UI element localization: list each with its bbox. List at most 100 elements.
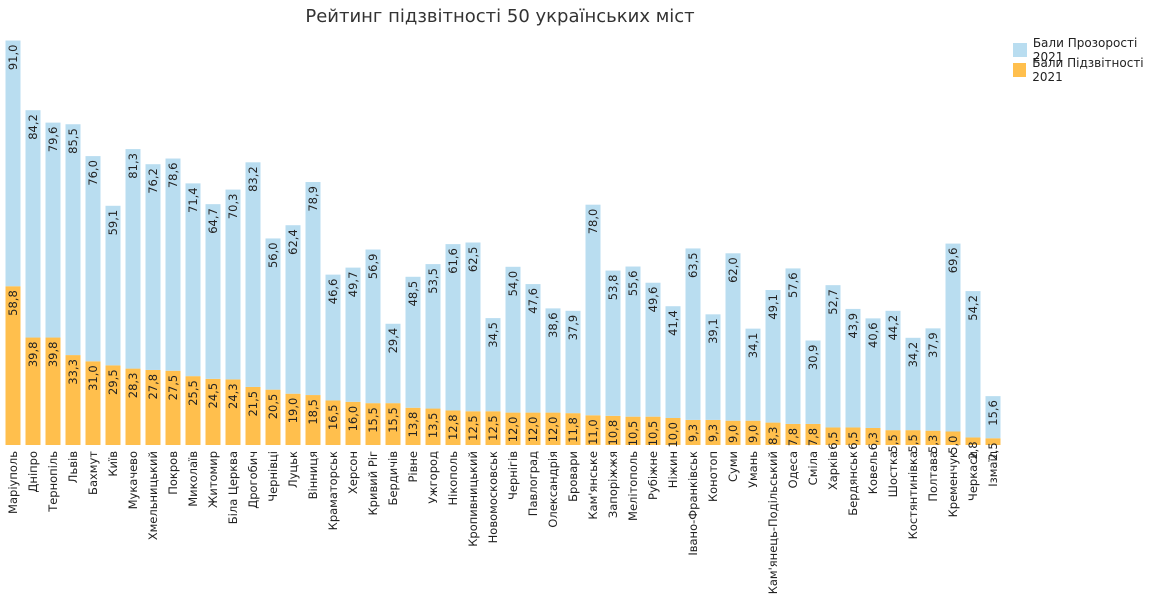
x-tick-label: Ковель <box>866 451 880 494</box>
x-tick-label: Тернопіль <box>46 451 60 513</box>
data-label-transparency: 47,6 <box>526 288 540 314</box>
x-tick-label: Ніжин <box>666 451 680 488</box>
x-tick-label: Новомосковськ <box>486 451 500 543</box>
bar-transparency <box>925 328 941 431</box>
bar-transparency <box>585 204 601 416</box>
data-label-accountability: 12,0 <box>526 417 540 443</box>
bar-accountability <box>705 419 721 445</box>
bar-accountability <box>625 416 641 445</box>
bar-transparency <box>605 270 621 416</box>
data-label-transparency: 41,4 <box>666 310 680 336</box>
x-tick-label: Хмельницький <box>146 451 160 540</box>
bar-accountability <box>445 410 461 445</box>
bar-transparency <box>625 266 641 417</box>
x-tick-label: Луцьк <box>286 451 300 488</box>
x-tick-label: Костянтинівка <box>906 451 920 539</box>
bar-accountability <box>305 395 321 445</box>
bar-accountability <box>765 422 781 445</box>
bar-transparency <box>305 182 321 396</box>
legend-label-accountability: Бали Підзвітності 2021 <box>1032 56 1144 84</box>
data-label-transparency: 64,7 <box>206 208 220 234</box>
data-label-accountability: 58,8 <box>6 290 20 316</box>
bar-transparency <box>5 40 21 287</box>
data-label-transparency: 59,1 <box>106 210 120 236</box>
bar-transparency <box>525 284 541 413</box>
bar-transparency <box>385 323 401 404</box>
x-tick-label: Покров <box>166 451 180 495</box>
data-label-transparency: 30,9 <box>806 345 820 371</box>
bar-transparency <box>25 110 41 338</box>
bar-transparency <box>165 158 181 371</box>
data-label-accountability: 31,0 <box>86 365 100 391</box>
data-label-accountability: 39,8 <box>26 342 40 368</box>
data-label-transparency: 76,2 <box>146 168 160 194</box>
data-label-accountability: 2,8 <box>966 441 980 459</box>
bar-transparency <box>465 242 481 412</box>
bar-transparency <box>145 164 161 370</box>
data-label-transparency: 39,1 <box>706 318 720 344</box>
bar-transparency <box>265 238 281 390</box>
x-tick-label: Івано-Франківськ <box>686 451 700 556</box>
x-tick-label: Бахмут <box>86 451 100 495</box>
x-tick-label: Чернігів <box>506 451 520 500</box>
x-tick-label: Житомир <box>206 451 220 508</box>
data-label-transparency: 49,7 <box>346 272 360 298</box>
x-tick-label: Миколаїв <box>186 451 200 507</box>
x-tick-label: Бердянськ <box>846 451 860 516</box>
data-label-accountability: 27,8 <box>146 374 160 400</box>
data-label-accountability: 20,5 <box>266 394 280 420</box>
data-label-accountability: 21,5 <box>246 391 260 417</box>
data-label-transparency: 61,6 <box>446 248 460 274</box>
data-label-accountability: 12,5 <box>466 415 480 441</box>
bar-accountability <box>365 403 381 445</box>
bar-transparency <box>405 276 421 408</box>
data-label-accountability: 15,5 <box>366 407 380 433</box>
bar-accountability <box>5 286 21 445</box>
x-tick-label: Запоріжжя <box>606 451 620 518</box>
data-label-transparency: 62,0 <box>726 257 740 283</box>
data-label-transparency: 81,3 <box>126 153 140 179</box>
bar-transparency <box>105 205 121 366</box>
data-label-transparency: 55,6 <box>626 271 640 297</box>
bar-accountability <box>225 379 241 445</box>
x-tick-label: Біла Церква <box>226 451 240 524</box>
x-tick-label: Маріуполь <box>6 451 20 514</box>
data-label-transparency: 91,0 <box>6 45 20 71</box>
data-label-transparency: 52,7 <box>826 289 840 315</box>
legend-label-transparency: Бали Прозорості 2021 <box>1032 36 1138 64</box>
data-label-transparency: 71,4 <box>186 187 200 213</box>
data-label-transparency: 49,1 <box>766 294 780 320</box>
bar-accountability <box>45 337 61 445</box>
bar-transparency <box>325 274 341 401</box>
bar-accountability <box>245 386 261 445</box>
x-tick-label: Херсон <box>346 451 360 494</box>
bar-transparency <box>425 264 441 409</box>
x-tick-label: Дніпро <box>26 451 40 493</box>
bar-transparency <box>825 285 841 428</box>
bar-transparency <box>345 267 361 402</box>
bar-accountability <box>465 411 481 445</box>
data-label-accountability: 6,5 <box>826 431 840 449</box>
data-label-transparency: 70,3 <box>226 194 240 220</box>
bar-accountability <box>385 403 401 445</box>
x-tick-label: Умань <box>746 451 760 488</box>
data-label-accountability: 10,0 <box>666 422 680 448</box>
legend-swatch-accountability <box>1013 63 1027 77</box>
bar-accountability <box>845 427 861 445</box>
x-tick-label: Полтава <box>926 451 940 502</box>
bar-accountability <box>205 378 221 445</box>
bar-transparency <box>245 162 261 387</box>
data-label-accountability: 7,8 <box>806 428 820 446</box>
bar-transparency <box>485 318 501 412</box>
data-label-transparency: 85,5 <box>66 128 80 154</box>
data-label-transparency: 34,2 <box>906 342 920 368</box>
bar-accountability <box>545 412 561 445</box>
data-label-transparency: 62,4 <box>286 229 300 255</box>
bar-transparency <box>565 310 581 414</box>
bar-accountability <box>425 408 441 445</box>
bar-transparency <box>85 156 101 362</box>
bar-accountability <box>865 427 881 445</box>
bar-transparency <box>445 244 461 411</box>
x-tick-label: Бердичів <box>386 451 400 506</box>
x-tick-label: Шостка <box>886 451 900 497</box>
